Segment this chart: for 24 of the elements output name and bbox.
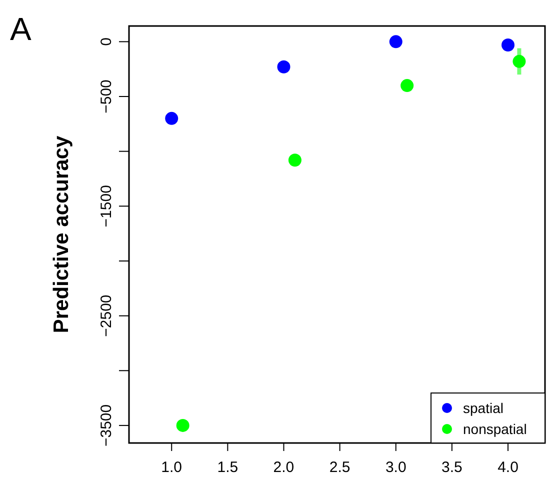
legend-label: spatial [463, 400, 504, 416]
y-tick-label: −2500 [98, 294, 115, 337]
chart-title: A [10, 11, 32, 47]
legend-label: nonspatial [463, 421, 527, 437]
x-tick-label: 1.0 [161, 459, 182, 476]
point [165, 112, 178, 125]
y-tick-label: 0 [98, 38, 115, 46]
x-tick-label: 4.0 [498, 459, 518, 476]
x-tick-label: 3.5 [442, 459, 462, 476]
point [277, 60, 290, 74]
y-tick-label: −500 [98, 80, 115, 114]
x-tick-label: 1.5 [217, 459, 238, 476]
y-axis-title: Predictive accuracy [50, 136, 73, 334]
x-tick-label: 2.0 [273, 459, 294, 476]
point [512, 54, 526, 68]
point [389, 35, 402, 48]
y-tick-label: −1500 [98, 185, 115, 228]
x-tick-label: 2.5 [329, 459, 350, 476]
point [501, 38, 514, 52]
y-tick-label: −3500 [98, 404, 115, 447]
point [176, 418, 190, 432]
x-tick-label: 3.0 [385, 459, 406, 476]
point [400, 79, 414, 92]
point [288, 154, 302, 167]
